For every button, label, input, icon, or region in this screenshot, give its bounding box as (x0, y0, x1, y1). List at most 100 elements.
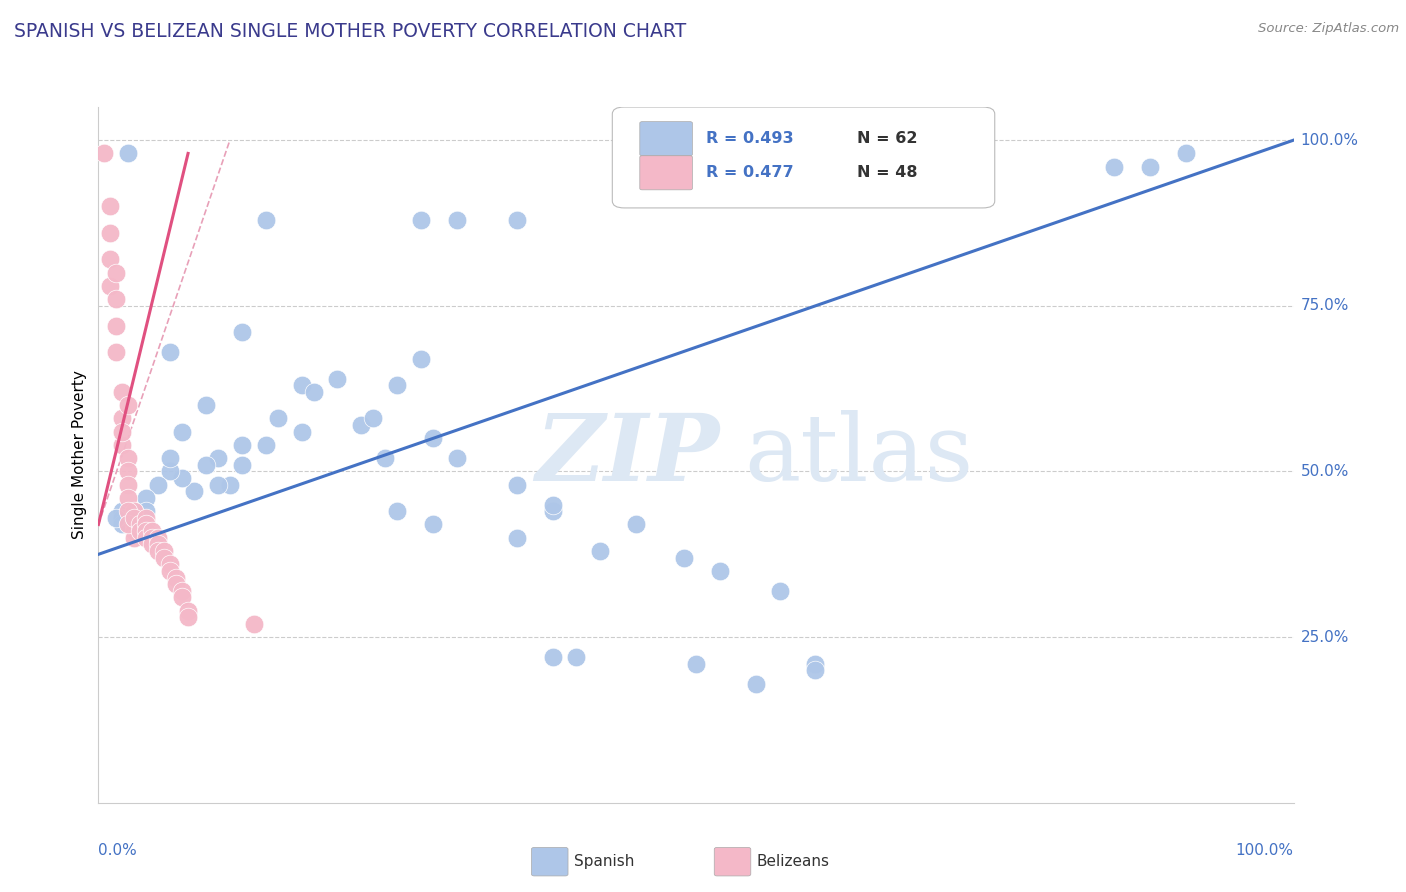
Point (111, 384, 134, 399)
Point (148, 544, 170, 558)
Point (1102, 160, 1125, 174)
Point (183, 484, 205, 499)
Point (159, 345, 181, 359)
Point (124, 517, 146, 532)
Point (768, 583, 790, 598)
Point (673, 550, 696, 565)
Point (105, 266, 128, 280)
Point (124, 531, 146, 545)
Point (385, 504, 409, 518)
Point (117, 491, 139, 505)
Point (117, 504, 139, 518)
Point (363, 411, 385, 425)
Point (745, 676, 768, 690)
Point (111, 511, 134, 525)
Point (194, 458, 217, 472)
Point (98, 252, 122, 267)
Point (129, 517, 152, 532)
Point (129, 524, 152, 538)
Text: 0.0%: 0.0% (98, 843, 138, 858)
Point (422, 431, 444, 445)
Point (124, 511, 146, 525)
Point (290, 425, 312, 439)
Point (153, 550, 176, 565)
Point (411, 212, 433, 227)
Point (93, 146, 115, 161)
Point (135, 531, 157, 545)
Point (111, 438, 134, 452)
Point (685, 657, 707, 671)
Point (159, 465, 181, 479)
Point (172, 471, 194, 485)
Point (506, 477, 529, 491)
Point (172, 583, 194, 598)
Point (105, 318, 128, 333)
Point (374, 451, 396, 466)
Point (111, 425, 134, 439)
Point (153, 544, 176, 558)
Point (267, 411, 290, 425)
Y-axis label: Single Mother Poverty: Single Mother Poverty (72, 370, 87, 540)
Point (177, 610, 200, 624)
Point (105, 292, 128, 306)
Point (177, 604, 200, 618)
Point (541, 498, 564, 512)
Point (124, 517, 146, 532)
Point (446, 212, 468, 227)
Point (148, 477, 170, 491)
Point (243, 616, 266, 631)
Point (159, 564, 181, 578)
Text: atlas: atlas (744, 410, 973, 500)
Point (326, 372, 349, 386)
Point (565, 650, 588, 665)
Point (231, 326, 253, 340)
FancyBboxPatch shape (640, 156, 692, 190)
Point (172, 591, 194, 605)
Text: R = 0.493: R = 0.493 (706, 131, 793, 146)
Text: 75.0%: 75.0% (1301, 298, 1348, 313)
Point (124, 511, 146, 525)
Point (1175, 146, 1198, 161)
Point (1139, 160, 1161, 174)
Point (98, 279, 122, 293)
Point (804, 663, 827, 677)
Point (219, 477, 242, 491)
Point (159, 558, 181, 572)
Point (159, 451, 181, 466)
Point (135, 504, 157, 518)
Point (117, 146, 139, 161)
Point (141, 524, 163, 538)
Point (141, 537, 163, 551)
Point (541, 504, 564, 518)
Point (135, 524, 157, 538)
Point (589, 544, 612, 558)
Point (411, 351, 433, 366)
Point (117, 517, 139, 532)
Point (148, 537, 170, 551)
Point (172, 425, 194, 439)
Point (117, 398, 139, 412)
FancyBboxPatch shape (640, 121, 692, 156)
Point (207, 477, 229, 491)
Point (506, 531, 529, 545)
Text: Spanish: Spanish (574, 855, 634, 869)
Point (98, 199, 122, 213)
Point (290, 378, 312, 392)
Point (165, 570, 187, 584)
Point (135, 511, 157, 525)
Point (422, 517, 444, 532)
FancyBboxPatch shape (612, 107, 994, 208)
Point (98, 226, 122, 240)
Point (124, 504, 146, 518)
Point (446, 451, 468, 466)
Point (506, 212, 529, 227)
Text: Source: ZipAtlas.com: Source: ZipAtlas.com (1258, 22, 1399, 36)
Point (194, 398, 217, 412)
Point (135, 517, 157, 532)
Point (254, 438, 277, 452)
Text: 50.0%: 50.0% (1301, 464, 1348, 479)
Text: 100.0%: 100.0% (1301, 133, 1358, 148)
Point (624, 517, 647, 532)
Point (117, 465, 139, 479)
Point (135, 491, 157, 505)
